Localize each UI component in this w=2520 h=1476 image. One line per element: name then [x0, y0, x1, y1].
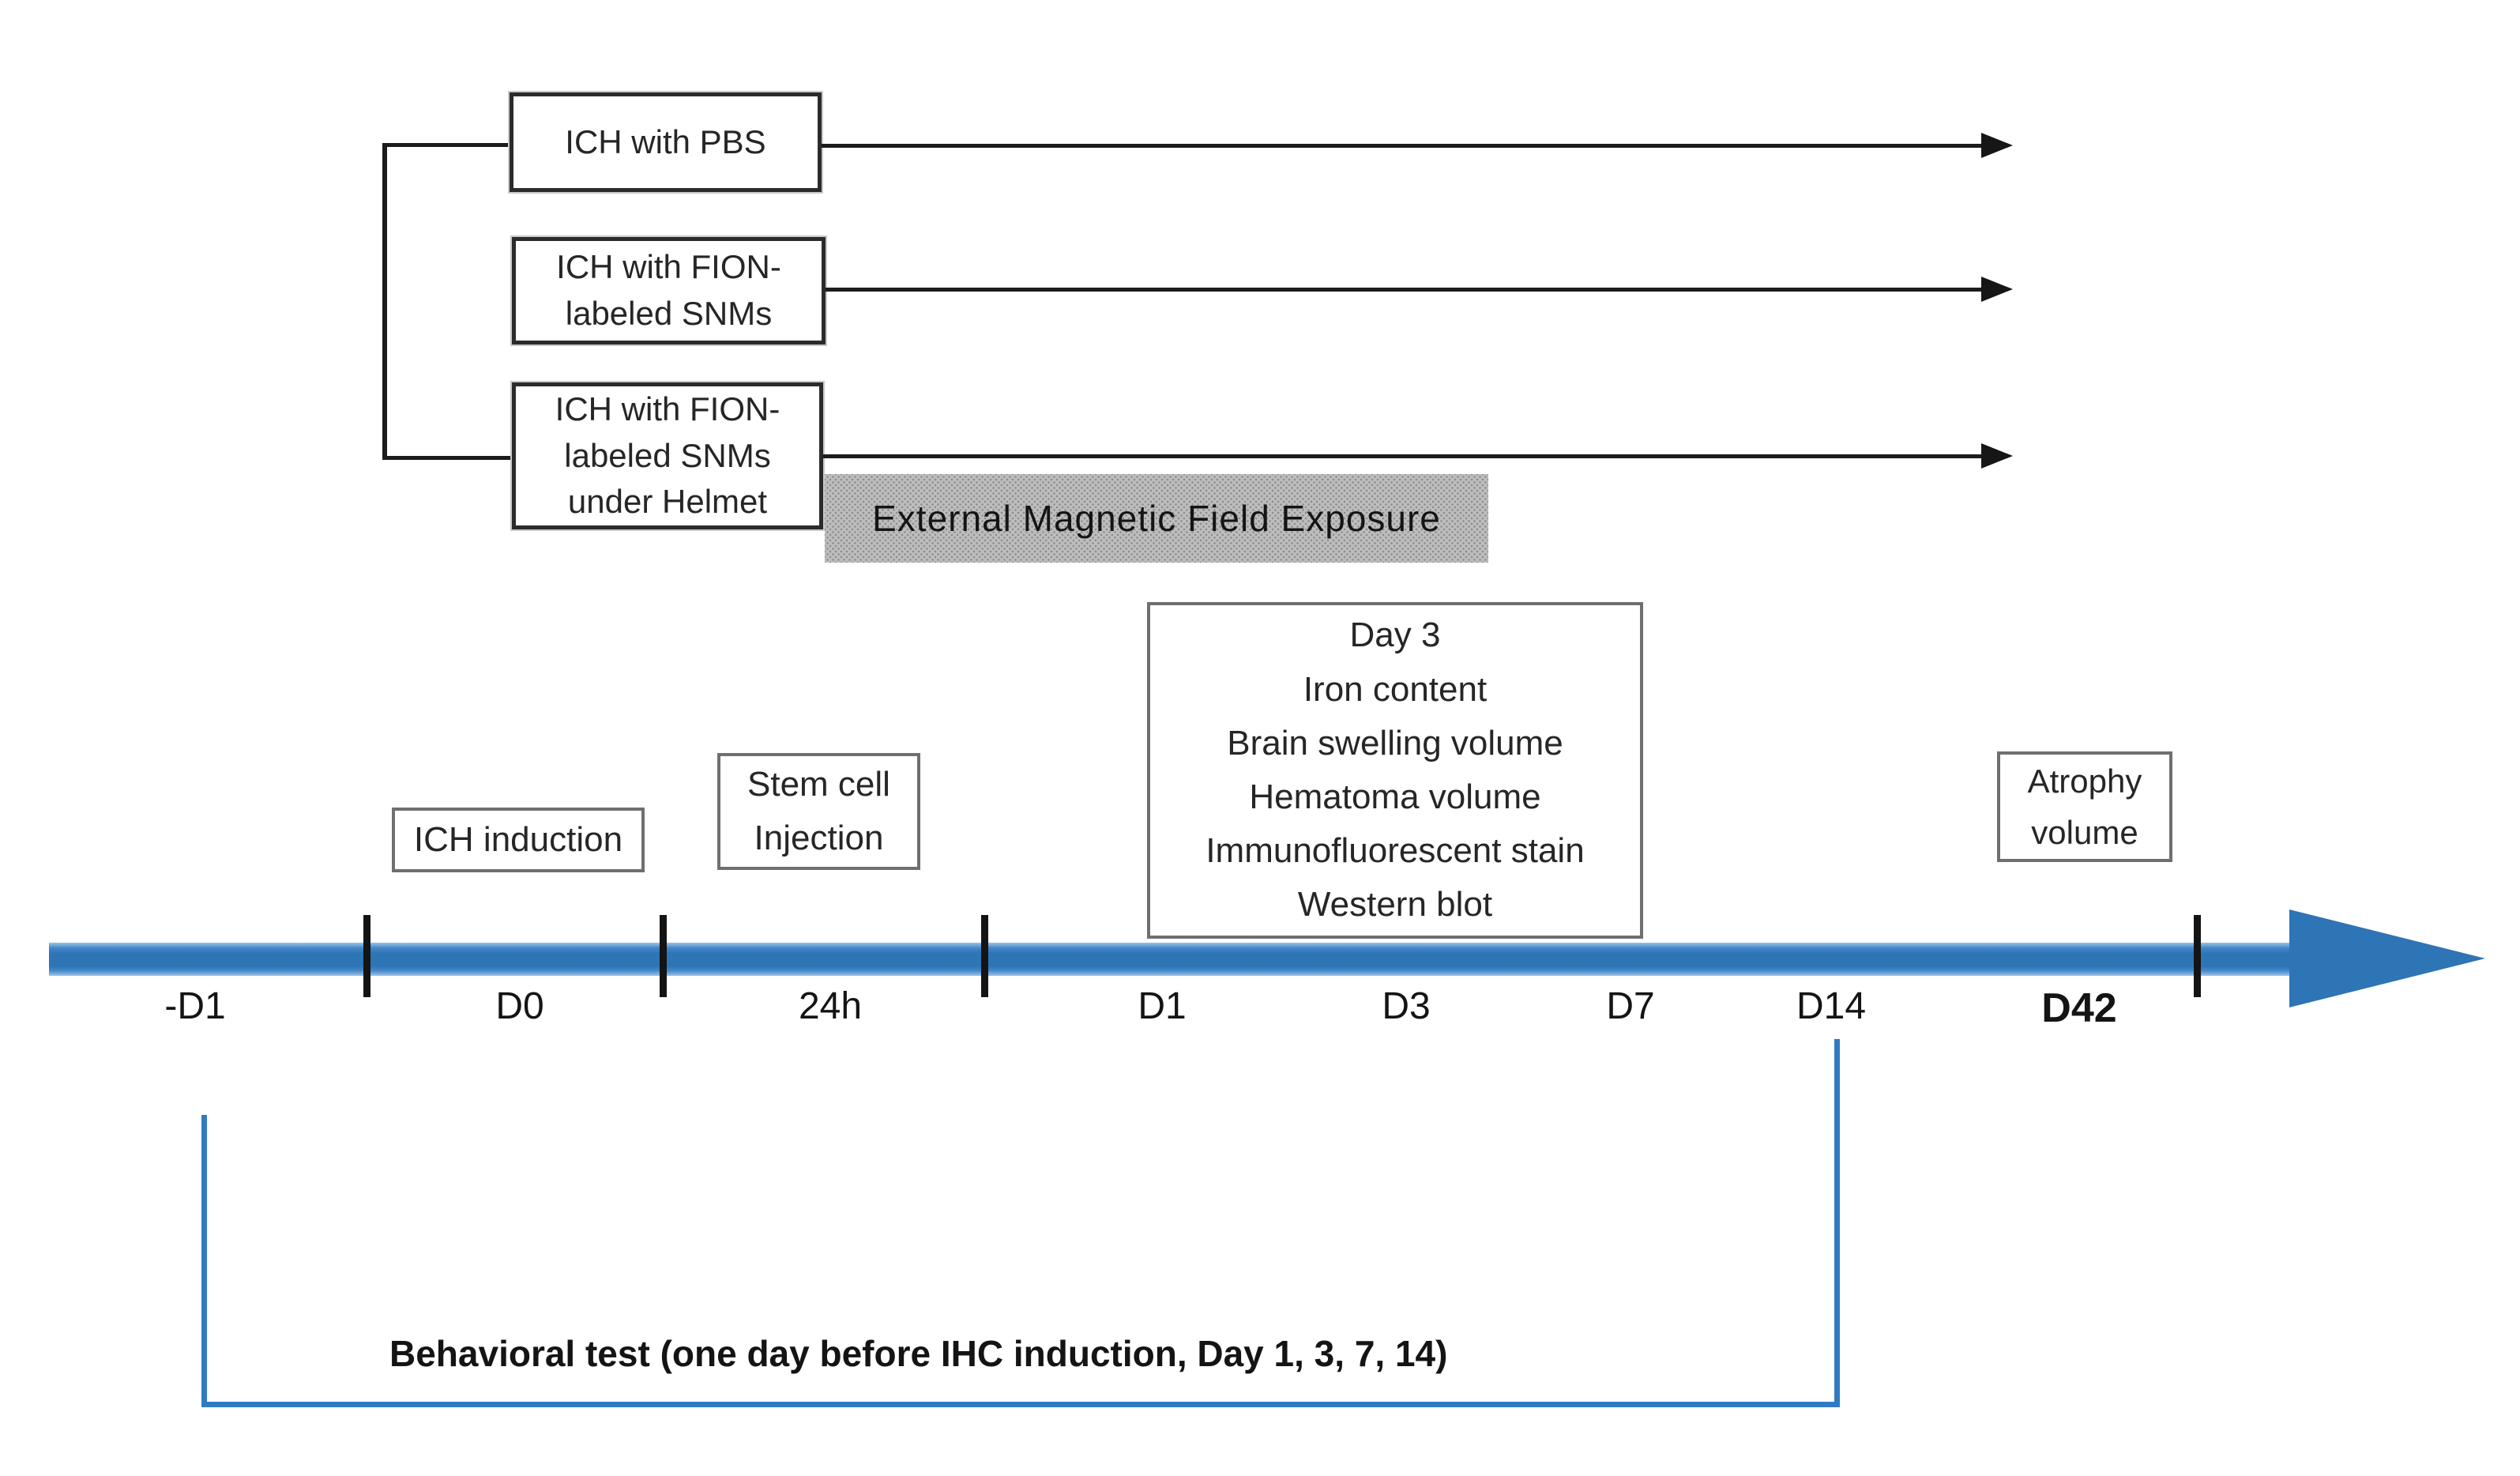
group-arrow-line-1	[822, 144, 1983, 148]
group-box-ich-fion-snms: ICH with FION- labeled SNMs	[512, 237, 826, 345]
timeline-tick-2	[660, 915, 667, 997]
group-arrow-line-3	[823, 454, 1983, 458]
bracket-bottom-line	[201, 1402, 1840, 1407]
timeline-label-minus-d1: -D1	[164, 985, 226, 1027]
atrophy-volume-box: Atrophy volume	[1997, 751, 2172, 862]
ich-induction-box: ICH induction	[392, 808, 645, 872]
timeline-arrowhead-icon	[2289, 909, 2485, 1007]
group-arrowhead-1-icon	[1981, 133, 2013, 158]
timeline-label-d42: D42	[2041, 985, 2117, 1031]
day3-assessment-box: Day 3 Iron content Brain swelling volume…	[1147, 602, 1643, 939]
group-connector-bottom-stub	[382, 456, 517, 460]
timeline-label-d7: D7	[1606, 985, 1655, 1027]
group-connector-top-stub	[382, 143, 513, 147]
timeline-label-d0: D0	[495, 985, 544, 1027]
group-arrow-line-2	[826, 288, 1983, 292]
timeline-label-d3: D3	[1382, 985, 1431, 1027]
timeline-arrow-bar	[49, 943, 2294, 976]
timeline-tick-3	[981, 915, 988, 997]
bracket-right-line	[1834, 1039, 1840, 1407]
magnetic-field-exposure-box: External Magnetic Field Exposure	[825, 474, 1488, 563]
timeline-tick-1	[363, 915, 370, 997]
group-box-ich-fion-snms-helmet: ICH with FION- labeled SNMs under Helmet	[512, 382, 823, 529]
group-arrowhead-2-icon	[1981, 277, 2013, 302]
group-box-ich-pbs: ICH with PBS	[510, 92, 822, 192]
group-connector-vertical-line	[382, 144, 387, 460]
timeline-tick-4	[2194, 915, 2201, 997]
bracket-left-line	[201, 1115, 207, 1407]
behavioral-test-label: Behavioral test (one day before IHC indu…	[389, 1333, 1448, 1374]
stem-cell-injection-box: Stem cell Injection	[717, 753, 920, 870]
group-arrowhead-3-icon	[1981, 443, 2013, 469]
timeline-label-24h: 24h	[798, 985, 863, 1027]
timeline-label-d1: D1	[1138, 985, 1187, 1027]
timeline-label-d14: D14	[1796, 985, 1867, 1027]
